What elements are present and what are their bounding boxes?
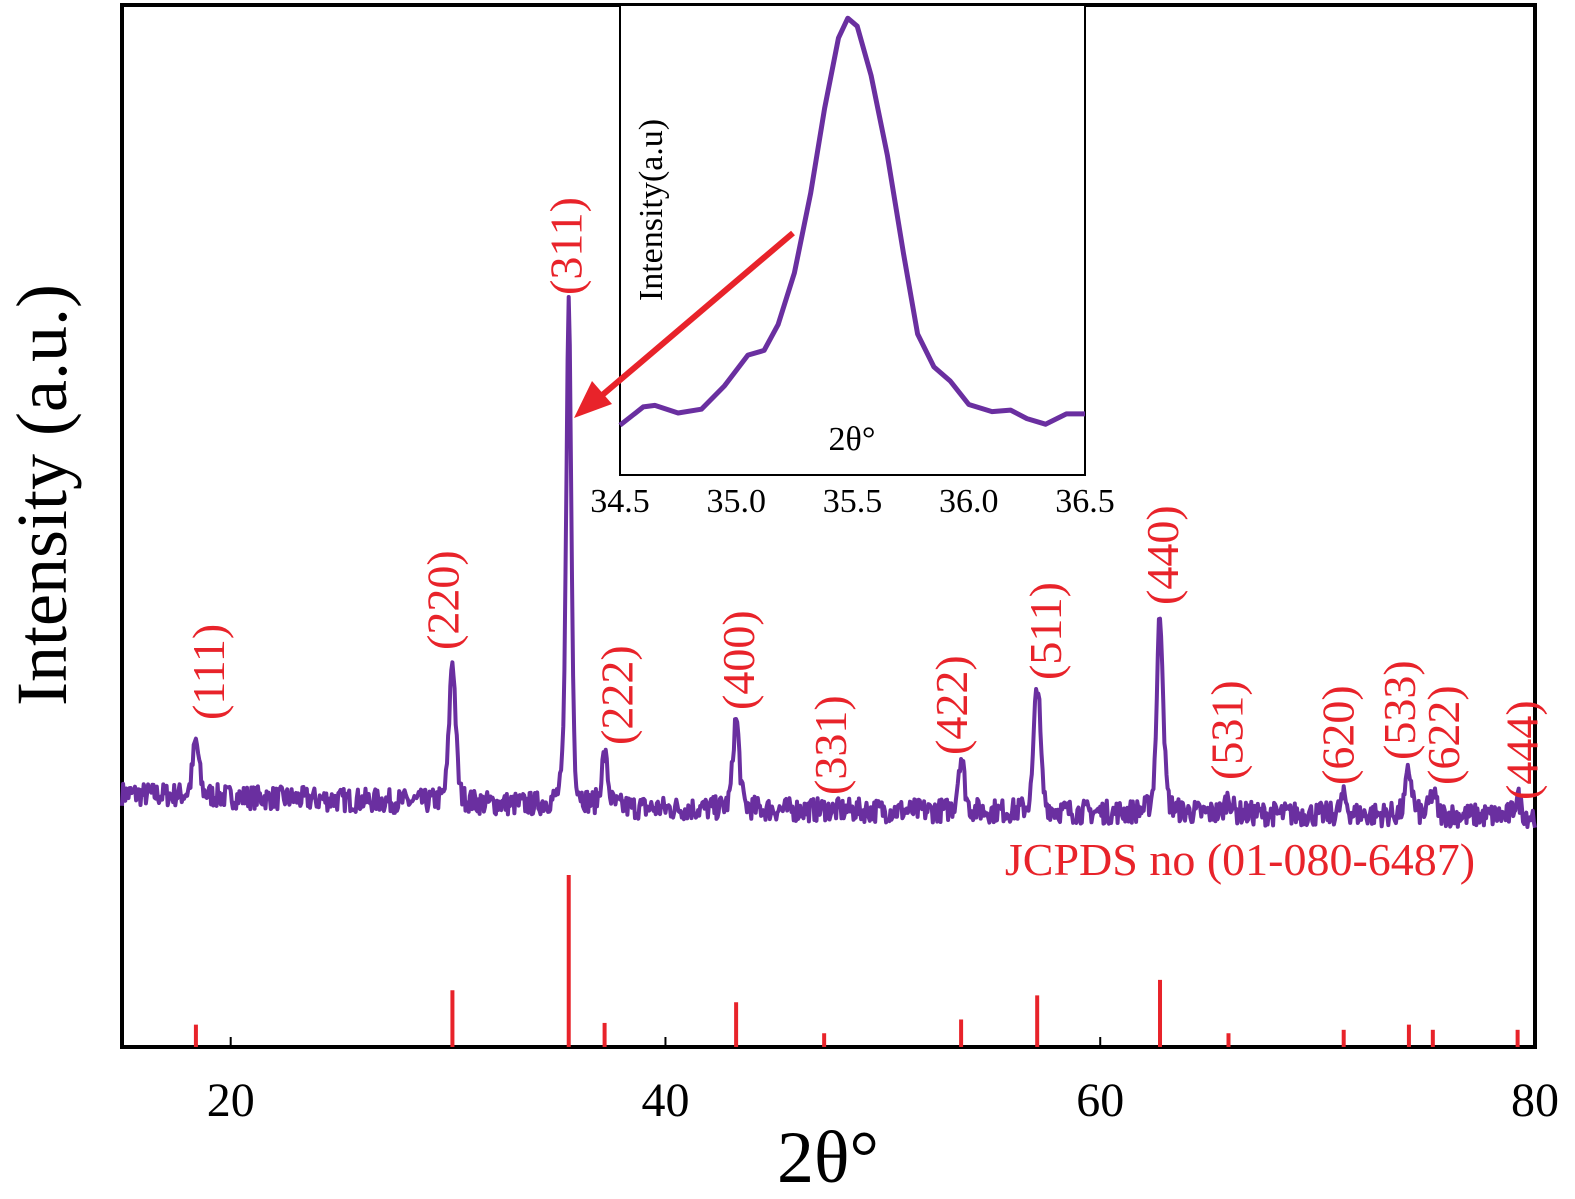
hkl-label: (422) [926,655,977,755]
inset-y-axis-label: Intensity(a.u) [633,119,670,301]
inset-pattern [618,15,1085,428]
hkl-label: (511) [1020,582,1071,680]
main-x-axis-label: 2θ° [777,1117,879,1199]
hkl-label: (222) [592,645,643,745]
hkl-label: (331) [805,695,856,795]
x-tick-label: 80 [1511,1074,1559,1127]
jcpds-label: JCPDS no (01-080-6487) [1005,834,1475,885]
inset-x-tick-label: 35.0 [707,483,767,520]
main-y-axis-label: Intensity (a.u.) [2,284,82,706]
inset-frame [619,4,1086,476]
x-tick-label: 60 [1076,1074,1124,1127]
hkl-label: (620) [1313,685,1364,785]
inset-x-tick-label: 36.0 [939,483,999,520]
inset-x-tick-label: 36.5 [1055,483,1115,520]
x-tick-label: 20 [207,1074,255,1127]
hkl-label: (220) [417,550,468,650]
observed-pattern [120,295,1537,829]
hkl-label: (311) [541,197,592,295]
hkl-labels: (111) (220) (311) (222) (400) (331) (422) (511)… [183,197,1548,800]
hkl-label: (622) [1418,685,1469,785]
inset-x-tick-label: 35.5 [823,483,883,520]
x-tick-label: 40 [641,1074,689,1127]
reference-sticks [193,875,1520,1047]
hkl-label: (400) [713,610,764,710]
hkl-label: (444) [1497,700,1548,800]
zoom-arrow [574,230,795,418]
inset-x-axis-label: 2θ° [829,421,876,458]
inset-line [618,15,1085,428]
inset-x-ticks: 34.5 35.0 35.5 36.0 36.5 [590,483,1115,520]
hkl-label: (531) [1201,680,1252,780]
hkl-label: (440) [1137,505,1188,605]
observed-line [120,295,1537,829]
hkl-label: (111) [183,624,234,720]
main-x-ticks: 20 40 60 80 [207,1037,1559,1127]
inset-x-tick-label: 34.5 [590,483,650,520]
hkl-label: (533) [1374,660,1425,760]
